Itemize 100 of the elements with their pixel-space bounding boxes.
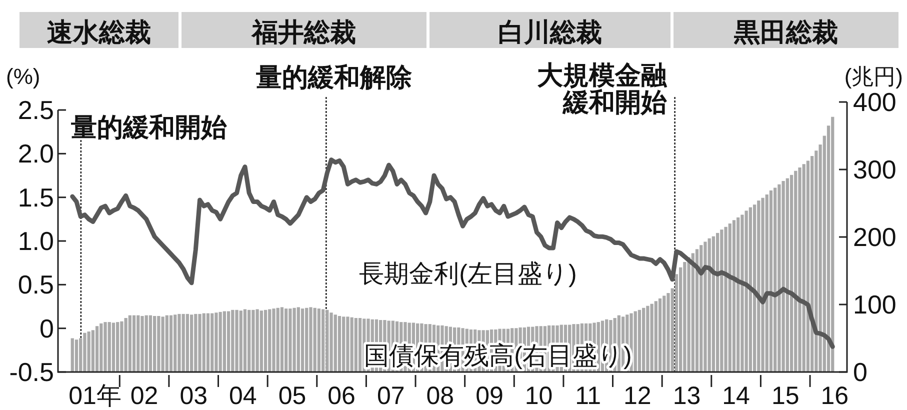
bar <box>178 314 181 372</box>
bar <box>638 310 642 372</box>
y2-tick-label: 400 <box>853 87 896 117</box>
y-tick-label: 1.0 <box>18 226 54 256</box>
bar <box>724 226 728 372</box>
bar <box>317 308 321 372</box>
bar <box>334 314 337 372</box>
y-tick-label: 0 <box>40 313 54 344</box>
bar <box>309 307 312 372</box>
bar <box>642 308 646 372</box>
bar <box>182 314 185 372</box>
y2-tick-label: 200 <box>853 222 896 252</box>
bar <box>104 322 107 372</box>
bar <box>70 338 74 372</box>
x-tick-label: 04 <box>229 382 257 410</box>
bar <box>704 242 707 372</box>
x-tick-label: 01年 <box>68 382 122 410</box>
bar <box>108 322 111 372</box>
bar <box>83 332 86 372</box>
bar <box>132 315 136 372</box>
bar <box>687 257 690 372</box>
bar <box>256 309 259 372</box>
bar <box>153 316 156 372</box>
bar <box>288 308 292 372</box>
bar <box>206 313 210 372</box>
bar <box>794 170 798 372</box>
y-tick-label: 2.5 <box>18 95 54 125</box>
bar <box>148 315 152 372</box>
text: 白川総裁 <box>498 17 602 47</box>
x-tick-label: 11 <box>575 382 602 410</box>
bar <box>305 308 308 372</box>
bar <box>728 224 732 372</box>
bar <box>112 322 116 372</box>
bar <box>802 164 806 372</box>
ref-line-label: 大規模金融緩和開始 <box>536 60 668 117</box>
text: 福井総裁 <box>250 17 356 47</box>
bar <box>798 167 802 372</box>
bar <box>202 313 206 372</box>
x-tick-label: 15 <box>771 382 800 410</box>
bar <box>87 332 90 372</box>
bar <box>350 317 354 372</box>
bar <box>700 245 703 372</box>
bar <box>235 310 238 372</box>
text: 速水総裁 <box>47 17 151 47</box>
y-tick-label: -0.5 <box>9 357 54 387</box>
bar <box>658 298 662 372</box>
bar <box>650 304 654 372</box>
bar <box>140 316 144 372</box>
bar <box>752 204 756 372</box>
bar <box>252 310 255 372</box>
bar <box>765 194 768 372</box>
bar <box>248 310 251 372</box>
x-tick-label: 13 <box>672 382 701 410</box>
bar <box>712 236 716 372</box>
x-tick-label: 07 <box>376 382 405 410</box>
bar <box>144 315 148 372</box>
bar <box>831 116 834 372</box>
y-tick-label: 2.0 <box>18 138 54 169</box>
bar <box>264 310 268 372</box>
ref-line-label: 量的緩和解除 <box>255 62 414 92</box>
bar <box>174 314 177 372</box>
bar <box>748 207 752 372</box>
bar <box>74 340 78 372</box>
bar <box>260 310 263 372</box>
text: 黒田総裁 <box>733 17 838 47</box>
bar <box>761 198 764 372</box>
bar <box>708 238 711 372</box>
bar <box>683 262 686 372</box>
bar <box>222 311 226 372</box>
bar <box>226 311 230 372</box>
x-tick-label: 08 <box>426 382 454 410</box>
bar <box>782 180 785 372</box>
bar <box>165 315 168 372</box>
bar <box>342 316 346 372</box>
bar <box>662 296 666 372</box>
bar <box>239 310 242 372</box>
bar <box>744 210 748 372</box>
bar <box>210 313 214 372</box>
y-tick-label: 1.5 <box>18 182 54 212</box>
bar <box>100 323 103 372</box>
y-axis-title: (%) <box>6 64 40 89</box>
bar <box>120 321 124 372</box>
bar <box>95 326 99 372</box>
bar <box>280 307 284 372</box>
bar <box>330 312 333 372</box>
y2-tick-label: 100 <box>853 290 896 320</box>
bar <box>720 230 724 372</box>
bar <box>740 214 744 372</box>
bar <box>654 301 658 372</box>
bar <box>786 178 789 372</box>
bar <box>691 253 694 372</box>
bar <box>736 217 740 372</box>
x-tick-label: 16 <box>820 382 849 410</box>
bar <box>128 315 132 372</box>
bar <box>774 188 777 372</box>
bar <box>157 316 160 372</box>
bar <box>243 309 247 372</box>
bar <box>231 310 234 372</box>
bar <box>161 316 164 372</box>
series-label: 長期金利(左目盛り) <box>359 260 577 288</box>
